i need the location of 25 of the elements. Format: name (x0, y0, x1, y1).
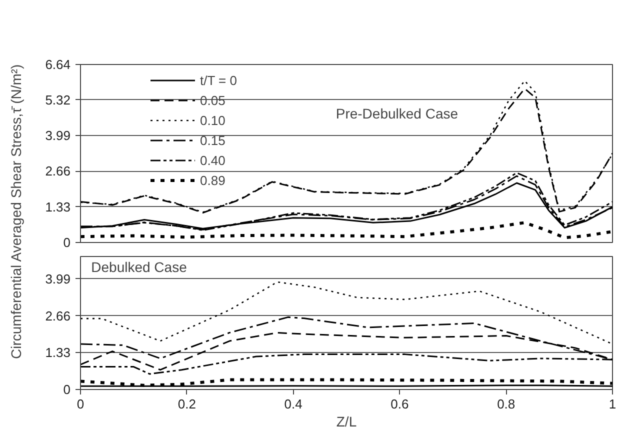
x-tick-label: 0.4 (284, 396, 302, 412)
annotation: Pre-Debulked Case (336, 105, 458, 122)
y-tick-label: 1.33 (45, 199, 71, 214)
y-tick-label: 0 (63, 382, 71, 397)
legend-label: 0.15 (200, 132, 226, 148)
y-tick-label: 3.99 (45, 128, 71, 144)
legend-label: t/T = 0 (200, 72, 237, 88)
x-tick-label: 0.8 (497, 396, 516, 412)
legend-label: 0.89 (200, 172, 226, 188)
y-tick-label: 2.66 (45, 308, 71, 324)
x-tick-label: 1 (608, 396, 616, 412)
x-tick-label: 0.2 (178, 396, 196, 412)
y-tick-label: 6.64 (45, 57, 71, 72)
x-tick-label: 0 (76, 396, 84, 412)
y-axis-title: Circumferential Averaged Shear Stress,τ̄ (N/m²) (8, 64, 24, 359)
legend-label: 0.40 (200, 152, 226, 168)
y-tick-label: 5.32 (45, 92, 71, 108)
y-tick-label: 2.66 (45, 164, 71, 179)
legend-label: 0.10 (200, 112, 226, 128)
x-tick-label: 0.6 (390, 396, 409, 412)
x-axis-title: Z/L (336, 414, 357, 430)
y-tick-label: 3.99 (45, 271, 71, 286)
y-tick-label: 0 (63, 235, 71, 250)
y-tick-label: 1.33 (45, 345, 71, 360)
annotation: Debulked Case (91, 259, 188, 276)
